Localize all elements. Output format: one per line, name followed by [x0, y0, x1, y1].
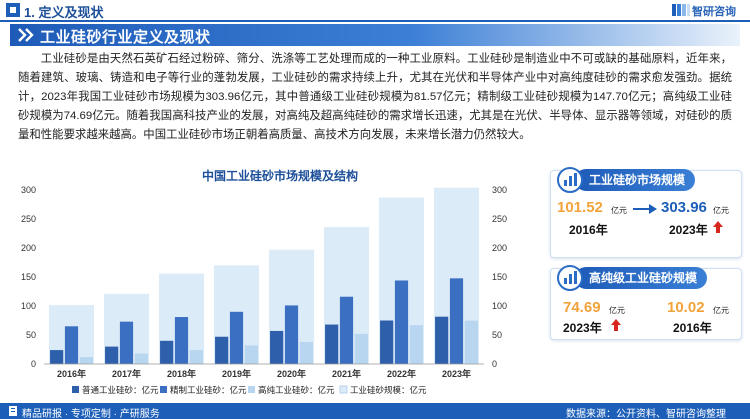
x-tick-label: 2021年: [332, 368, 361, 379]
bar-refined: [449, 278, 464, 364]
y-tick-label-right: 50: [492, 330, 502, 340]
y-tick-label-right: 250: [492, 214, 507, 224]
x-tick-label: 2019年: [222, 368, 251, 379]
unit-left: 亿元: [611, 206, 627, 215]
card-title: 工业硅砂市场规模: [589, 173, 686, 187]
value-2023: 303.96: [661, 199, 707, 216]
y-tick-label-left: 150: [21, 272, 36, 282]
page-title: 工业硅砂行业定义及现状: [40, 29, 211, 46]
legend-swatch: [339, 385, 348, 394]
bar-ordinary: [435, 316, 449, 364]
double-chevron-icon: [18, 28, 34, 42]
year-right: 2023年: [669, 223, 708, 237]
card-header: 高纯级工业硅砂规模: [575, 267, 708, 289]
y-tick-label-right: 0: [492, 359, 497, 369]
chart-badge-icon: [557, 167, 583, 193]
bar-refined: [284, 305, 299, 364]
bar-high-purity: [464, 320, 478, 364]
y-tick-label-right: 100: [492, 301, 507, 311]
market-size-chart: 0 0 50 50 100 100 150 150 200 200 250 250 300 300 2016…: [21, 185, 507, 395]
bar-refined: [229, 311, 244, 364]
footer-bar: 精品研报 · 专项定制 · 产研服务 数据来源：公开资料、智研咨询整理: [0, 403, 750, 419]
footer-tagline: 精品研报 · 专项定制 · 产研服务: [22, 409, 160, 419]
x-tick-label: 2017年: [112, 368, 141, 379]
top-divider: [0, 20, 750, 22]
title-banner: 工业硅砂行业定义及现状: [10, 24, 740, 46]
legend-swatch: [160, 386, 167, 393]
unit-right: 亿元: [713, 306, 729, 315]
intro-paragraph: 工业硅砂是由天然石英矿石经过粉碎、筛分、洗涤等工艺处理而成的一种工业原料。工业硅…: [18, 53, 732, 141]
bar-ordinary: [160, 340, 174, 364]
value-2016: 10.02: [667, 299, 705, 316]
legend-label: 高纯工业硅砂：亿元: [258, 385, 335, 395]
x-tick-label: 2016年: [57, 368, 86, 379]
bar-ordinary: [215, 336, 229, 364]
value-2023: 74.69: [563, 299, 601, 316]
bar-high-purity: [299, 341, 313, 364]
bar-refined: [64, 326, 79, 364]
bar-refined: [394, 280, 409, 364]
x-tick-label: 2018年: [167, 368, 196, 379]
x-tick-label: 2023年: [442, 368, 471, 379]
bar-refined: [339, 296, 354, 364]
top-bar: 1. 定义及现状 智研咨询: [0, 0, 750, 22]
bar-high-purity: [409, 325, 423, 364]
legend-label: 精制工业硅砂：亿元: [170, 385, 247, 395]
year-left: 2023年: [563, 321, 602, 335]
chart-badge-icon: [557, 265, 583, 291]
y-tick-label-right: 300: [492, 185, 507, 195]
y-tick-label-left: 200: [21, 243, 36, 253]
y-tick-label-left: 100: [21, 301, 36, 311]
bar-high-purity: [134, 353, 148, 364]
legend-swatch: [248, 386, 255, 393]
bar-refined: [174, 317, 189, 364]
bar-ordinary: [50, 350, 64, 364]
unit-right: 亿元: [713, 206, 729, 215]
y-tick-label-right: 150: [492, 272, 507, 282]
market-size-card: 工业硅砂市场规模 101.52 亿元 303.96 亿元 2016年 2023年: [550, 167, 742, 258]
up-arrow-icon: [713, 221, 723, 233]
y-tick-label-left: 0: [31, 359, 36, 369]
year-left: 2016年: [569, 223, 608, 237]
section-icon: [6, 3, 20, 17]
bar-high-purity: [244, 345, 258, 364]
y-tick-label-left: 50: [26, 330, 36, 340]
data-source: 数据来源：公开资料、智研咨询整理: [566, 409, 726, 419]
bar-high-purity: [79, 357, 93, 364]
value-2016: 101.52: [557, 199, 603, 216]
x-tick-label: 2022年: [387, 368, 416, 379]
year-right: 2016年: [673, 321, 712, 335]
bar-ordinary: [270, 330, 284, 364]
arrow-right-icon: [633, 204, 657, 214]
high-purity-card: 高纯级工业硅砂规模 74.69 亿元 10.02 亿元 2023年 2016年: [550, 265, 742, 340]
bar-ordinary: [325, 324, 339, 364]
card-title: 高纯级工业硅砂规模: [589, 271, 698, 285]
bar-high-purity: [189, 350, 203, 364]
chart-title: 中国工业硅砂市场规模及结构: [201, 169, 358, 183]
section-title: 1. 定义及现状: [24, 5, 104, 20]
brand-logo: 智研咨询: [692, 6, 736, 18]
card-header: 工业硅砂市场规模: [575, 169, 696, 191]
legend-swatch: [72, 386, 79, 393]
y-tick-label-left: 300: [21, 185, 36, 195]
up-arrow-icon: [611, 319, 621, 331]
x-tick-label: 2020年: [277, 368, 306, 379]
report-icon: [9, 406, 17, 416]
legend-label: 工业硅砂规模：亿元: [350, 385, 427, 395]
legend-label: 普通工业硅砂：亿元: [82, 385, 159, 395]
bar-ordinary: [380, 320, 394, 364]
unit-left: 亿元: [609, 306, 625, 315]
y-tick-label-right: 200: [492, 243, 507, 253]
bar-high-purity: [354, 333, 368, 364]
y-tick-label-left: 250: [21, 214, 36, 224]
flags-icon: [672, 4, 690, 16]
bar-refined: [119, 321, 134, 364]
bar-ordinary: [105, 346, 119, 364]
